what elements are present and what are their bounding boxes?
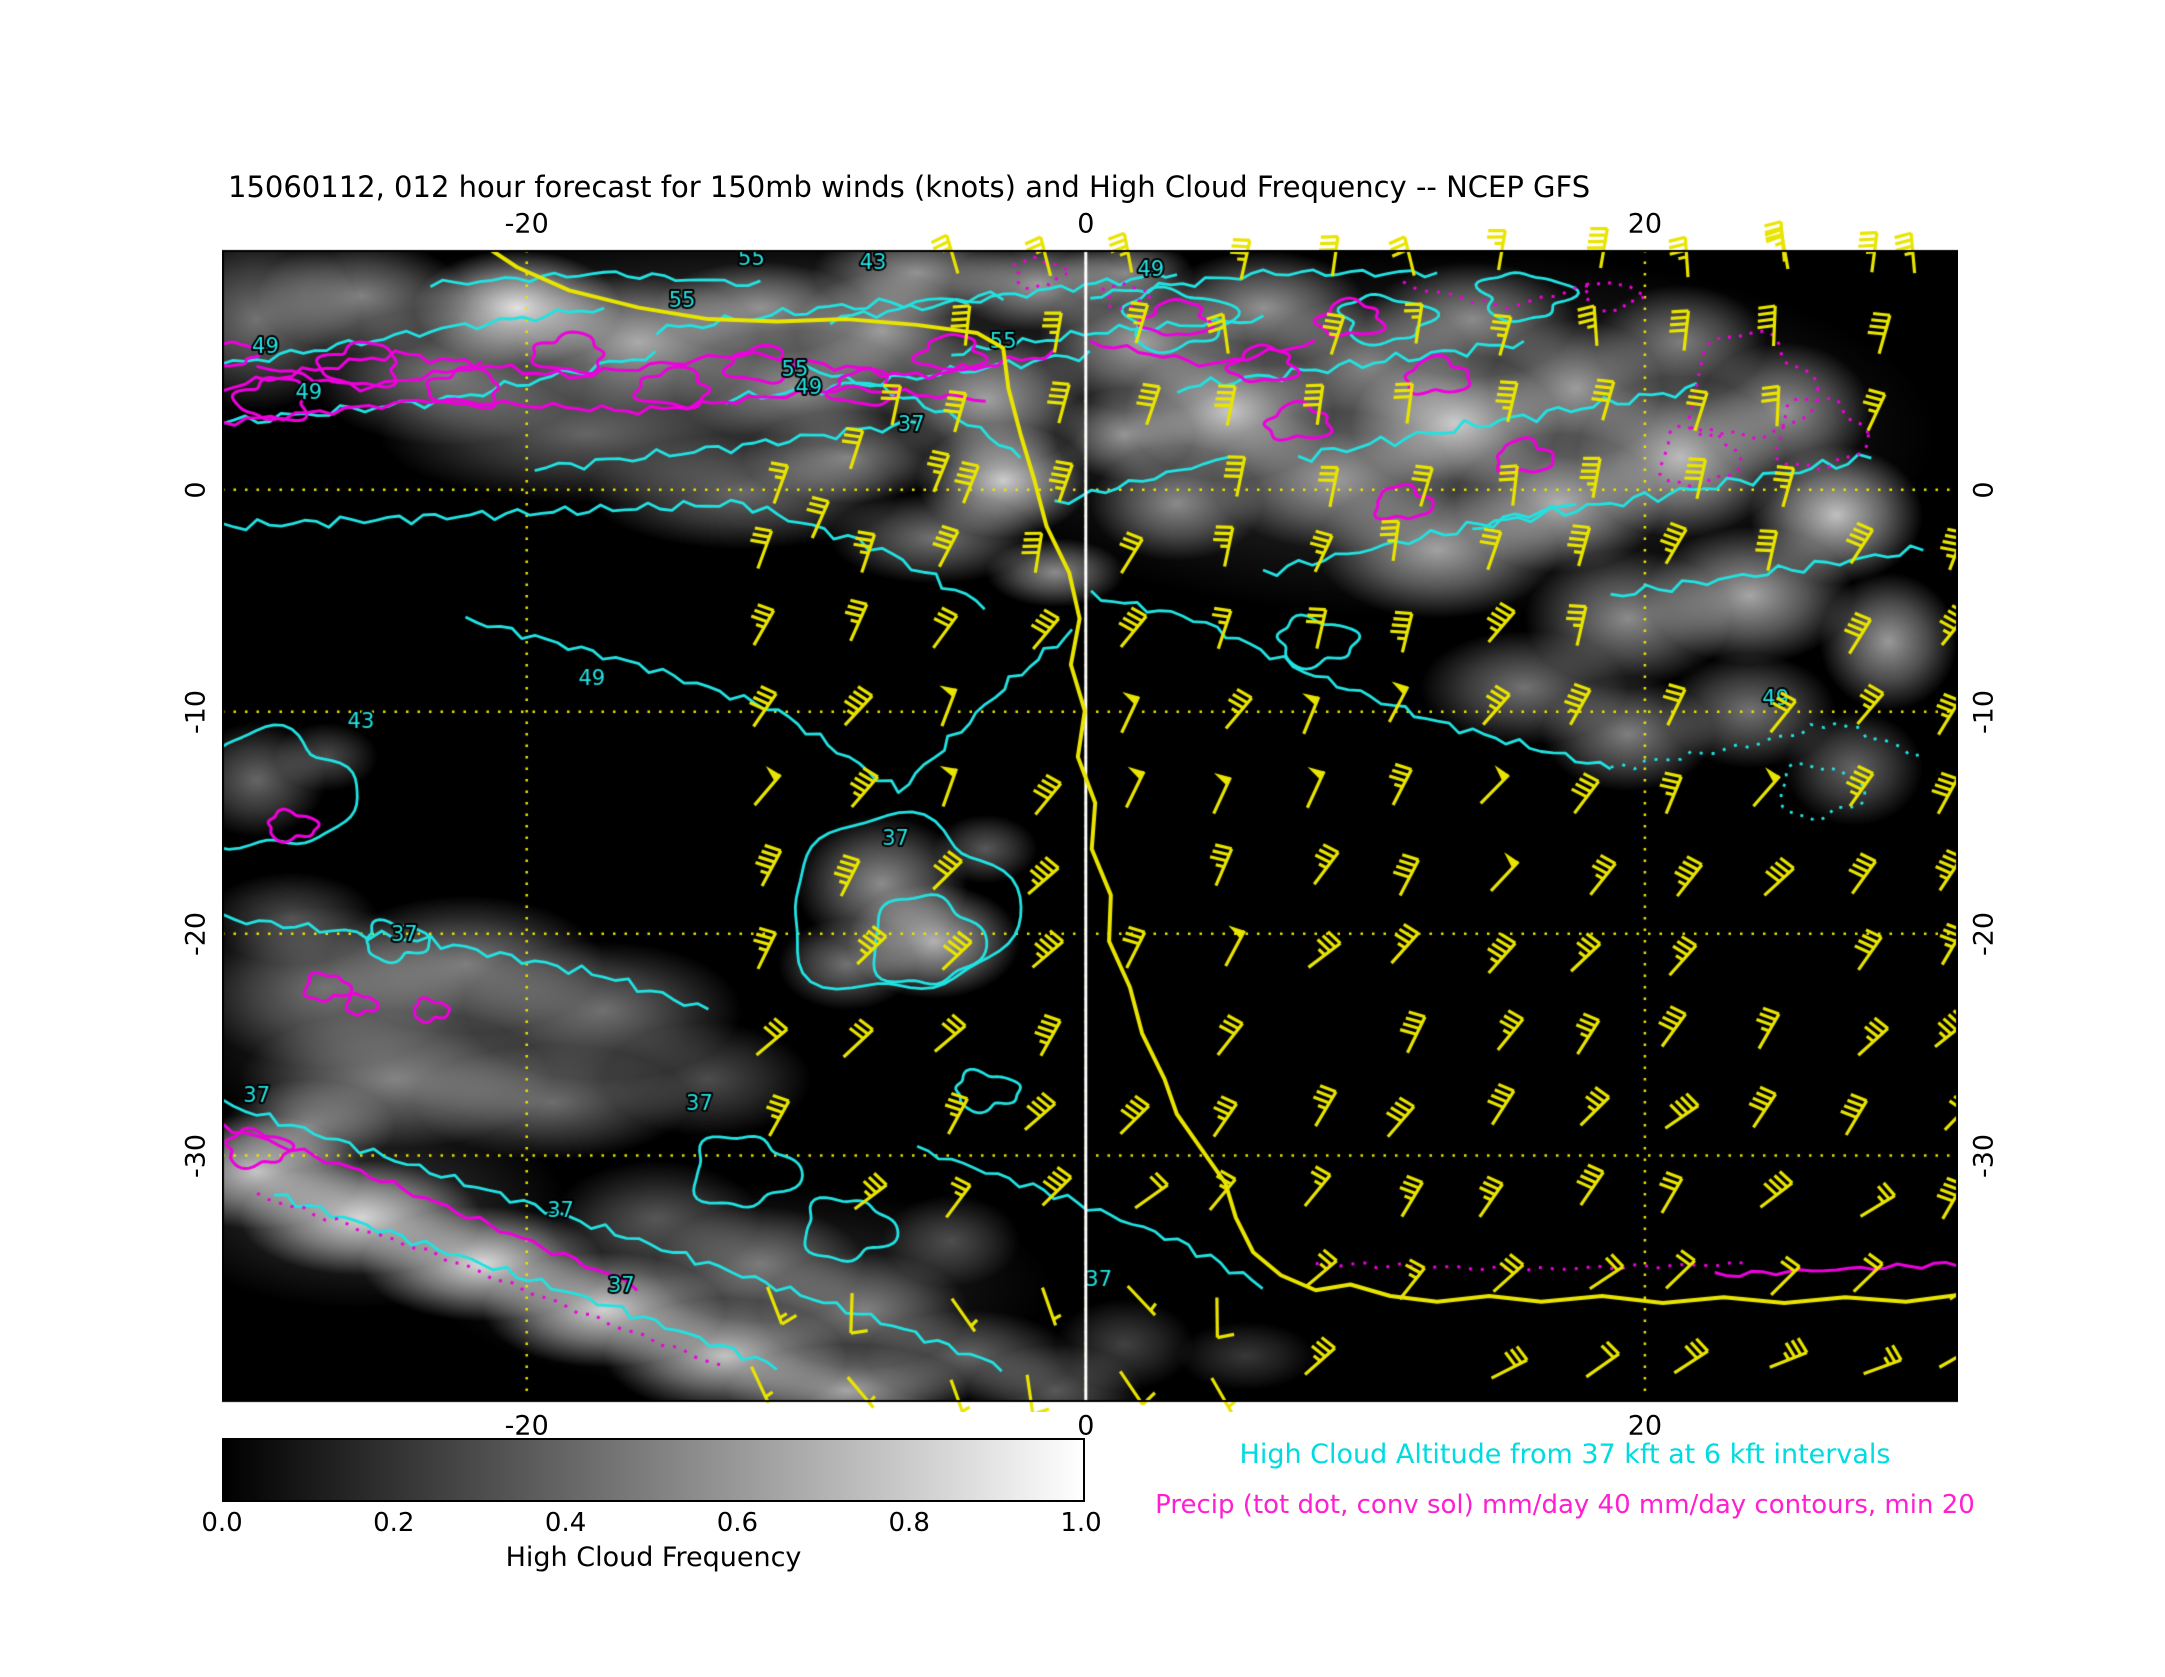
x-axis-tick-bottom: 20 [1627,1410,1663,1442]
y-axis-tick-right: -20 [1968,911,2000,956]
map-canvas [222,150,1958,1412]
x-axis-tick-top: 0 [1077,208,1095,240]
colorbar-ticks: 0.0 0.2 0.4 0.6 0.8 1.0 [201,1502,1101,1538]
y-axis-tick-right: -30 [1968,1133,2000,1178]
colorbar: 0.0 0.2 0.4 0.6 0.8 1.0 High Cloud Frequency [201,1438,1102,1573]
y-axis-tick-left: -10 [180,689,212,734]
legend: High Cloud Altitude from 37 kft at 6 kft… [1125,1430,2005,1530]
colorbar-tick: 1.0 [1060,1508,1102,1538]
x-axis-tick-top: -20 [504,208,549,240]
colorbar-tick: 0.4 [544,1508,587,1538]
colorbar-tick: 0.0 [201,1508,243,1538]
y-axis-tick-left: 0 [180,481,212,499]
y-axis-tick-right: -10 [1968,689,2000,734]
colorbar-gradient [222,1438,1085,1502]
x-axis-tick-top: 20 [1627,208,1663,240]
legend-cloud-altitude: High Cloud Altitude from 37 kft at 6 kft… [1239,1439,1891,1470]
colorbar-label: High Cloud Frequency [505,1542,802,1573]
x-axis-tick-bottom: -20 [504,1410,549,1442]
y-axis-tick-left: -20 [180,911,212,956]
colorbar-tick: 0.2 [373,1508,415,1538]
legend-precip: Precip (tot dot, conv sol) mm/day 40 mm/… [1155,1490,1975,1520]
colorbar-tick: 0.6 [716,1508,759,1538]
x-axis-tick-bottom: 0 [1077,1410,1095,1442]
y-axis-tick-right: 0 [1968,481,2000,499]
y-axis-tick-left: -30 [180,1133,212,1178]
colorbar-tick: 0.8 [888,1508,930,1538]
